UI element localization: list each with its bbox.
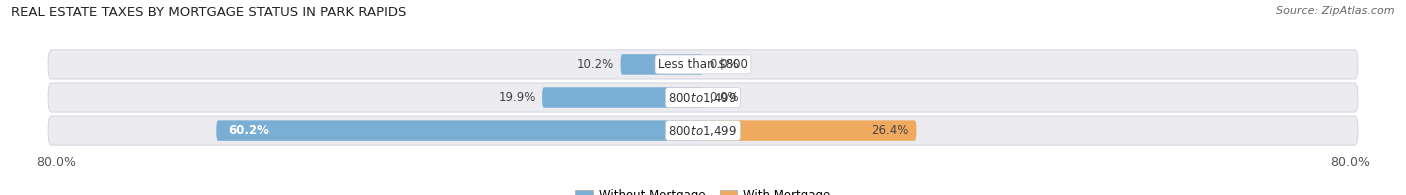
Text: 0.0%: 0.0% — [710, 58, 740, 71]
FancyBboxPatch shape — [48, 83, 1358, 112]
FancyBboxPatch shape — [543, 87, 703, 108]
Text: $800 to $1,499: $800 to $1,499 — [668, 90, 738, 105]
Text: Source: ZipAtlas.com: Source: ZipAtlas.com — [1277, 6, 1395, 16]
Text: 19.9%: 19.9% — [498, 91, 536, 104]
Text: $800 to $1,499: $800 to $1,499 — [668, 124, 738, 138]
FancyBboxPatch shape — [217, 120, 703, 141]
Text: 0.0%: 0.0% — [710, 91, 740, 104]
Legend: Without Mortgage, With Mortgage: Without Mortgage, With Mortgage — [571, 184, 835, 195]
Text: Less than $800: Less than $800 — [658, 58, 748, 71]
FancyBboxPatch shape — [48, 116, 1358, 145]
FancyBboxPatch shape — [703, 120, 917, 141]
Text: 60.2%: 60.2% — [228, 124, 270, 137]
Text: REAL ESTATE TAXES BY MORTGAGE STATUS IN PARK RAPIDS: REAL ESTATE TAXES BY MORTGAGE STATUS IN … — [11, 6, 406, 19]
FancyBboxPatch shape — [620, 54, 703, 75]
Text: 26.4%: 26.4% — [870, 124, 908, 137]
FancyBboxPatch shape — [48, 50, 1358, 79]
Text: 10.2%: 10.2% — [576, 58, 614, 71]
